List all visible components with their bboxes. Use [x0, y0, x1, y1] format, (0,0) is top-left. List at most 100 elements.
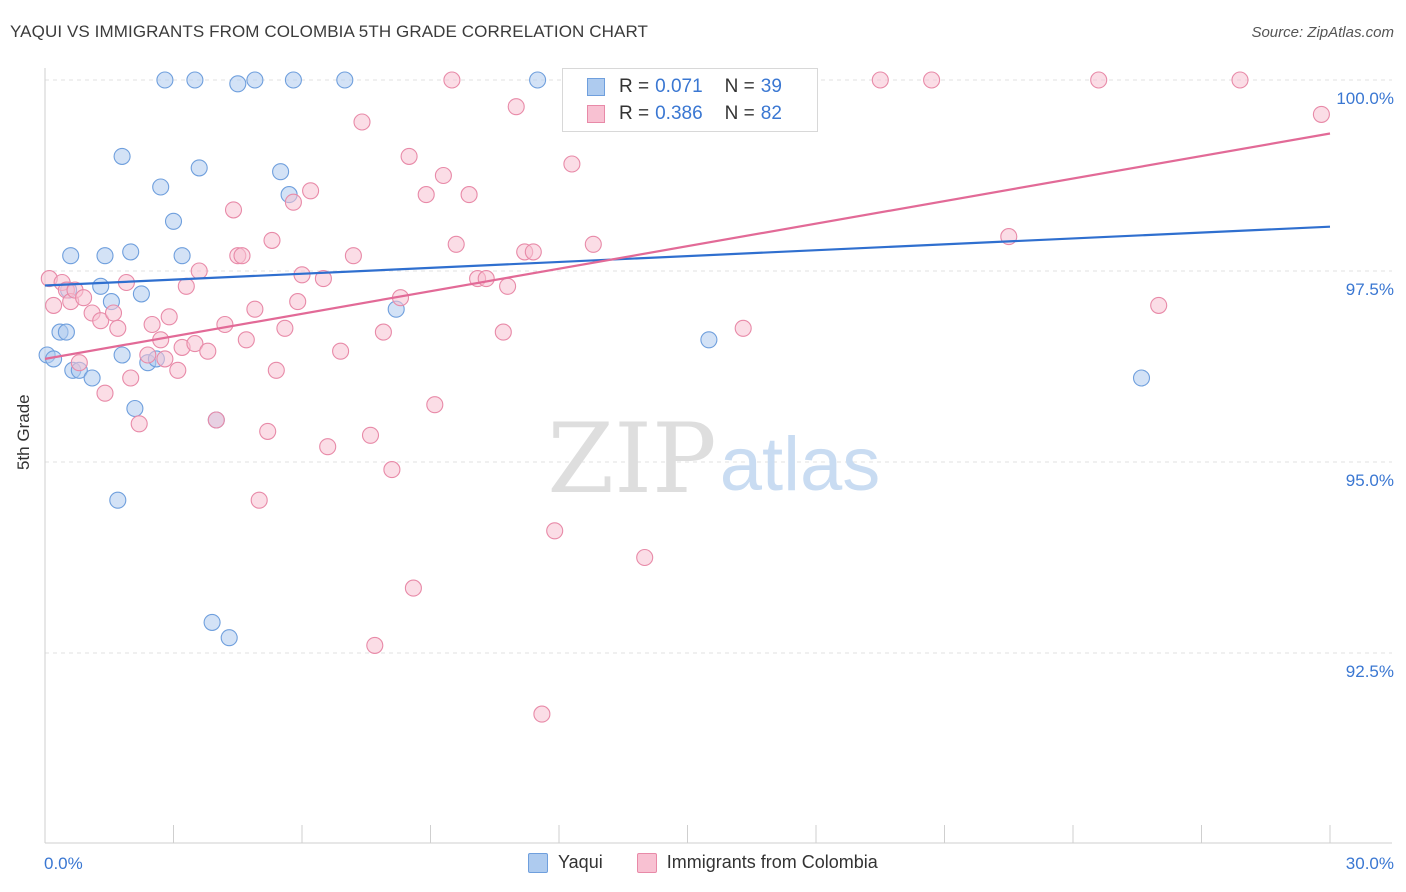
yaqui-point	[529, 71, 547, 89]
legend-r-label: R =	[619, 76, 650, 97]
axes	[44, 68, 1392, 844]
yaqui-point	[109, 491, 127, 509]
series-swatch-yaqui	[528, 852, 548, 873]
colombia-point	[507, 98, 525, 116]
yaqui-point	[92, 277, 110, 295]
yaqui-point	[1132, 369, 1151, 387]
yaqui-trend-line	[44, 225, 1331, 287]
yaqui-point	[164, 212, 183, 230]
legend-swatch-yaqui	[587, 78, 605, 96]
colombia-point	[160, 308, 178, 326]
colombia-point	[871, 71, 889, 89]
colombia-point	[434, 166, 452, 185]
yaqui-point	[700, 331, 718, 349]
colombia-point	[267, 361, 285, 379]
colombia-point	[923, 71, 941, 89]
colombia-point	[199, 342, 217, 360]
colombia-point	[190, 262, 208, 280]
legend-row-yaqui: R = 0.071 N = 39	[587, 74, 782, 100]
colombia-point	[284, 193, 302, 211]
colombia-point	[276, 319, 294, 337]
series-legend-colombia[interactable]: Immigrants from Colombia	[636, 852, 878, 873]
colombia-point	[45, 296, 63, 314]
colombia-point	[246, 300, 264, 318]
legend-swatch-colombia	[587, 105, 605, 123]
correlation-legend: R = 0.071 N = 39 R = 0.386 N = 82	[562, 68, 818, 132]
yaqui-point	[126, 399, 144, 418]
colombia-point	[383, 461, 401, 479]
colombia-point	[233, 247, 251, 265]
colombia-point	[400, 147, 418, 165]
colombia-point	[104, 304, 123, 322]
colombia-point	[404, 579, 422, 597]
colombia-point	[417, 186, 435, 204]
colombia-point	[332, 342, 350, 360]
yaqui-point	[96, 247, 114, 265]
yaqui-point	[272, 163, 290, 181]
series-swatch-colombia	[636, 852, 657, 873]
yaqui-point	[83, 369, 101, 387]
yaqui-point	[246, 71, 264, 89]
colombia-point	[109, 319, 127, 337]
colombia-point	[143, 315, 161, 334]
colombia-point	[1150, 296, 1168, 314]
colombia-point	[263, 231, 281, 249]
colombia-point	[186, 335, 204, 353]
yaqui-point	[62, 247, 80, 265]
watermark: ZIP atlas	[547, 403, 880, 515]
series-label-colombia: Immigrants from Colombia	[666, 852, 878, 872]
colombia-point	[374, 323, 392, 341]
colombia-point	[447, 235, 465, 253]
y-tick-label: 95.0%	[1346, 471, 1394, 490]
colombia-point	[1231, 71, 1249, 89]
colombia-point	[216, 315, 234, 334]
yaqui-point	[122, 243, 140, 261]
x-tick-label: 0.0%	[44, 854, 83, 873]
series-legend-yaqui[interactable]: Yaqui	[528, 852, 603, 873]
colombia-point	[314, 270, 332, 288]
y-tick-label: 100.0%	[1336, 89, 1394, 108]
x-tick-label: 30.0%	[1346, 854, 1394, 873]
colombia-point	[426, 396, 444, 414]
yaqui-point	[113, 147, 131, 165]
colombia-point	[319, 438, 337, 456]
legend-n-value: 82	[760, 103, 782, 124]
legend-r-value: 0.071	[655, 76, 703, 97]
colombia-point	[366, 636, 384, 654]
yaqui-point	[284, 71, 302, 89]
watermark-atlas: atlas	[720, 422, 881, 507]
legend-r-label: R =	[619, 103, 650, 124]
legend-row-colombia: R = 0.386 N = 82	[587, 101, 782, 127]
chart-title: YAQUI VS IMMIGRANTS FROM COLOMBIA 5TH GR…	[10, 22, 649, 41]
yaqui-point	[113, 346, 131, 364]
yaqui-point	[229, 75, 247, 93]
yaqui-point	[220, 629, 238, 647]
colombia-point	[75, 289, 93, 307]
data-points	[38, 71, 1330, 723]
colombia-point	[563, 155, 581, 173]
colombia-point	[344, 247, 362, 265]
y-tick-label: 92.5%	[1346, 662, 1394, 681]
colombia-trend-line	[44, 132, 1331, 360]
colombia-point	[139, 346, 157, 364]
colombia-point	[533, 705, 551, 723]
yaqui-point	[173, 247, 191, 265]
colombia-point	[289, 293, 307, 311]
tick-labels: 100.0% 97.5% 95.0% 92.5% 0.0% 30.0%	[44, 89, 1394, 873]
colombia-point	[584, 235, 602, 253]
yaqui-point	[336, 71, 354, 89]
legend-n-label: N =	[724, 103, 755, 124]
colombia-point	[169, 361, 187, 379]
yaqui-point	[152, 178, 170, 196]
colombia-point	[1090, 71, 1108, 89]
colombia-point	[207, 411, 225, 429]
watermark-zip: ZIP	[547, 403, 716, 515]
colombia-point	[636, 548, 654, 567]
colombia-point	[177, 277, 195, 295]
colombia-point	[130, 415, 148, 433]
yaqui-point	[203, 613, 221, 631]
yaqui-point	[190, 159, 208, 177]
yaqui-point	[156, 71, 174, 89]
colombia-point	[96, 384, 114, 402]
colombia-point	[156, 350, 174, 368]
